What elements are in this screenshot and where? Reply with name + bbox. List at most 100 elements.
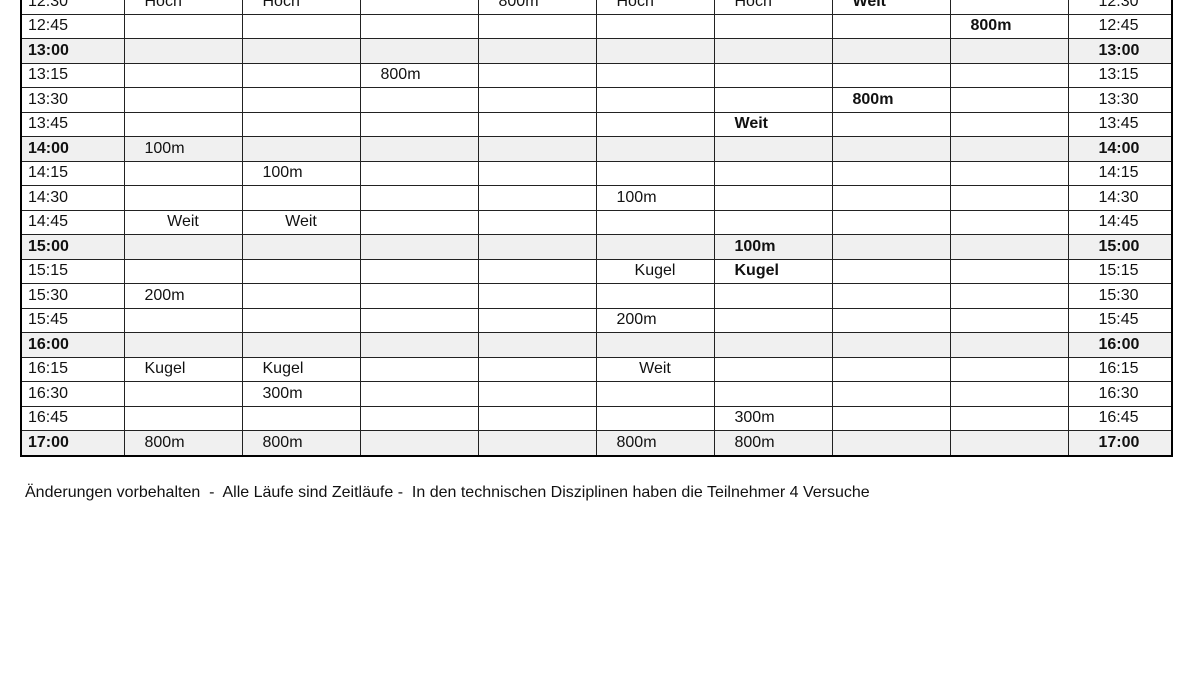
time-cell: 17:00	[1067, 430, 1173, 456]
event-cell	[359, 38, 479, 64]
event-cell	[949, 209, 1069, 235]
event-cell: 300m	[713, 405, 833, 431]
event-cell	[595, 136, 715, 162]
schedule-row: 16:15 Kugel Kugel Weit 16:15	[20, 356, 1173, 382]
event-cell	[477, 62, 597, 88]
event-cell: 200m	[123, 283, 243, 309]
event-cell	[359, 87, 479, 113]
event-cell	[359, 234, 479, 260]
event-cell	[477, 234, 597, 260]
time-cell: 15:00	[20, 234, 125, 260]
event-cell	[359, 185, 479, 211]
event-cell: Kugel	[123, 356, 243, 382]
event-cell	[359, 136, 479, 162]
event-cell	[949, 87, 1069, 113]
event-cell	[123, 307, 243, 333]
event-cell	[123, 38, 243, 64]
schedule-row: 15:00 100m 15:00	[20, 234, 1173, 260]
event-cell	[359, 283, 479, 309]
schedule-row: 16:00 16:00	[20, 332, 1173, 358]
schedule-row: 14:00 100m 14:00	[20, 136, 1173, 162]
footnote: Änderungen vorbehalten - Alle Läufe sind…	[25, 484, 870, 501]
event-cell: 800m	[359, 62, 479, 88]
time-cell: 14:00	[20, 136, 125, 162]
event-cell: 100m	[241, 160, 361, 186]
event-cell	[123, 234, 243, 260]
event-cell	[949, 405, 1069, 431]
event-cell: Weit	[123, 209, 243, 235]
event-cell	[595, 87, 715, 113]
event-cell	[241, 87, 361, 113]
event-cell	[123, 381, 243, 407]
event-cell: 800m	[595, 430, 715, 456]
event-cell: 800m	[713, 430, 833, 456]
event-cell	[595, 381, 715, 407]
event-cell	[241, 38, 361, 64]
event-cell	[949, 160, 1069, 186]
time-cell: 13:45	[1067, 111, 1173, 137]
time-cell: 14:00	[1067, 136, 1173, 162]
time-cell: 14:30	[1067, 185, 1173, 211]
schedule-row: 14:30 100m 14:30	[20, 185, 1173, 211]
event-cell	[713, 185, 833, 211]
schedule-row: 14:15 100m 14:15	[20, 160, 1173, 186]
event-cell	[359, 0, 479, 15]
event-cell	[477, 87, 597, 113]
event-cell	[713, 356, 833, 382]
time-cell: 13:00	[20, 38, 125, 64]
event-cell	[477, 258, 597, 284]
event-cell: Kugel	[241, 356, 361, 382]
event-cell	[477, 38, 597, 64]
event-cell	[949, 38, 1069, 64]
event-cell	[359, 160, 479, 186]
time-cell: 16:30	[1067, 381, 1173, 407]
event-cell	[123, 160, 243, 186]
time-cell: 15:15	[20, 258, 125, 284]
schedule-row: 13:45 Weit 13:45	[20, 111, 1173, 137]
event-cell: Hoch	[713, 0, 833, 15]
event-cell	[477, 185, 597, 211]
event-cell	[477, 332, 597, 358]
event-cell	[713, 283, 833, 309]
time-cell: 14:15	[20, 160, 125, 186]
event-cell	[241, 405, 361, 431]
schedule-row: 12:45 800m 12:45	[20, 13, 1173, 39]
schedule-row: 17:00 800m 800m 800m 800m 17:00	[20, 430, 1173, 456]
time-cell: 16:15	[20, 356, 125, 382]
event-cell	[713, 62, 833, 88]
event-cell: 800m	[831, 87, 951, 113]
event-cell	[713, 38, 833, 64]
time-cell: 12:30	[20, 0, 125, 15]
time-cell: 15:30	[1067, 283, 1173, 309]
event-cell: 800m	[477, 0, 597, 15]
event-cell	[949, 283, 1069, 309]
event-cell: 800m	[123, 430, 243, 456]
event-cell: Hoch	[241, 0, 361, 15]
event-cell	[713, 332, 833, 358]
event-cell	[831, 160, 951, 186]
event-cell: Weit	[595, 356, 715, 382]
event-cell	[831, 283, 951, 309]
event-cell	[713, 381, 833, 407]
event-cell	[595, 234, 715, 260]
time-cell: 16:45	[1067, 405, 1173, 431]
event-cell: 100m	[123, 136, 243, 162]
time-cell: 13:15	[1067, 62, 1173, 88]
event-cell	[477, 209, 597, 235]
event-cell: 100m	[713, 234, 833, 260]
time-cell: 16:00	[20, 332, 125, 358]
time-cell: 13:30	[1067, 87, 1173, 113]
event-cell	[241, 332, 361, 358]
event-cell	[949, 307, 1069, 333]
event-cell: Hoch	[595, 0, 715, 15]
event-cell	[477, 111, 597, 137]
event-cell	[477, 307, 597, 333]
time-cell: 15:00	[1067, 234, 1173, 260]
time-cell: 14:15	[1067, 160, 1173, 186]
schedule-row: 15:45 200m 15:45	[20, 307, 1173, 333]
schedule-row: 12:30 Hoch Hoch 800m Hoch Hoch Weit 12:30	[20, 0, 1173, 15]
event-cell	[123, 332, 243, 358]
event-cell	[477, 136, 597, 162]
event-cell	[949, 62, 1069, 88]
time-cell: 15:15	[1067, 258, 1173, 284]
